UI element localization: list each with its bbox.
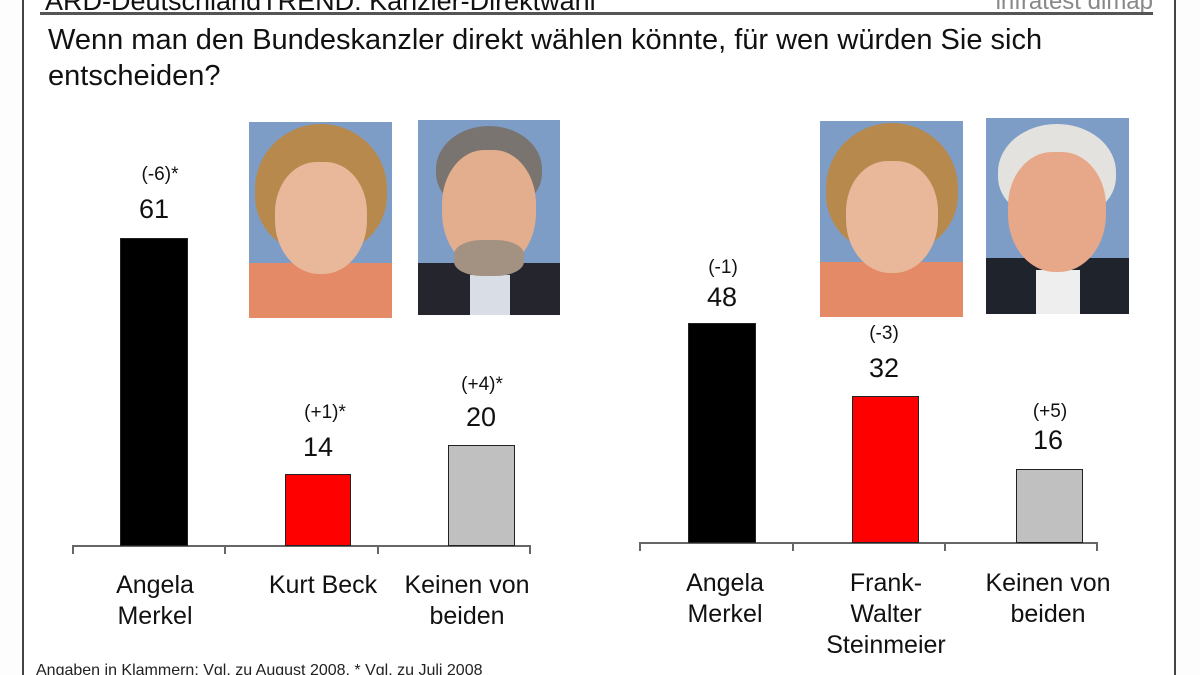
- change-label: (-6)*: [141, 164, 179, 185]
- axis-tick: [1096, 542, 1098, 551]
- value-label: 20: [465, 402, 497, 432]
- change-label: (+1)*: [304, 402, 346, 423]
- bar-neither: [1016, 469, 1083, 543]
- axis-tick: [639, 542, 641, 551]
- x-axis: [72, 545, 531, 547]
- bar-beck: [285, 474, 351, 546]
- category-label: Keinen von beiden: [404, 571, 530, 630]
- category-label: Angela Merkel: [686, 569, 764, 628]
- survey-question: Wenn man den Bundeskanzler direkt wählen…: [48, 24, 1043, 92]
- source-label: infratest dimap: [995, 0, 1153, 15]
- portrait-merkel-right: [820, 121, 963, 317]
- change-label: (+4)*: [461, 374, 503, 395]
- header-rule: [40, 12, 1153, 15]
- value-label: 61: [138, 194, 170, 224]
- portrait-beck: [418, 120, 560, 315]
- change-label: (-3): [869, 323, 899, 344]
- axis-tick: [72, 545, 74, 554]
- category-label: Angela Merkel: [116, 571, 194, 630]
- bar-merkel: [688, 323, 756, 543]
- change-label: (-1): [708, 257, 738, 278]
- value-label: 48: [706, 282, 738, 312]
- x-axis: [639, 542, 1098, 544]
- bar-neither: [448, 445, 515, 546]
- portrait-steinmeier: [986, 118, 1129, 314]
- axis-tick: [224, 545, 226, 554]
- axis-tick: [792, 542, 794, 551]
- value-label: 16: [1032, 425, 1064, 455]
- category-label: Kurt Beck: [268, 571, 378, 599]
- bar-steinmeier: [852, 396, 919, 543]
- chart-frame: [22, 0, 1176, 675]
- change-label: (+5): [1032, 401, 1068, 422]
- footnote: Angaben in Klammern: Vgl. zu August 2008…: [36, 662, 483, 675]
- value-label: 32: [868, 353, 900, 383]
- axis-tick: [944, 542, 946, 551]
- axis-tick: [377, 545, 379, 554]
- axis-tick: [529, 545, 531, 554]
- category-label: Frank- Walter Steinmeier: [826, 569, 946, 659]
- value-label: 14: [302, 432, 334, 462]
- category-label: Keinen von beiden: [985, 569, 1111, 628]
- portrait-merkel-left: [249, 122, 392, 318]
- bar-merkel: [120, 238, 188, 546]
